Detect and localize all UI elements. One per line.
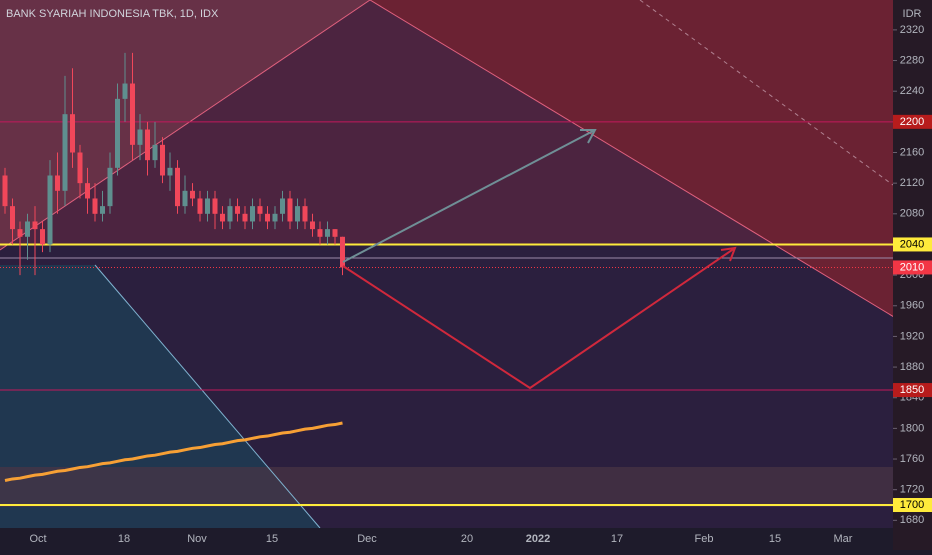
candle-body <box>130 83 135 145</box>
candle-body <box>235 206 240 214</box>
x-tick-label: Oct <box>29 533 46 545</box>
trend-line <box>94 264 321 529</box>
level-label-bg <box>893 237 932 252</box>
level-label: 2040 <box>900 238 924 250</box>
y-tick-label: 2160 <box>900 146 924 158</box>
y-tick-label: 1760 <box>900 453 924 465</box>
x-tick-label: 15 <box>769 533 781 545</box>
candle-body <box>77 152 83 184</box>
level-label-bg <box>893 383 932 398</box>
candle-body <box>242 213 248 222</box>
y-tick-label: 2320 <box>900 24 924 36</box>
candle-body <box>160 144 165 176</box>
projection-arrow <box>342 129 596 263</box>
candle-body <box>332 229 338 237</box>
candle-body <box>182 190 188 207</box>
level-label-bg <box>893 498 932 513</box>
candle-body <box>25 221 30 237</box>
candle-body <box>205 198 210 214</box>
x-tick-label: Dec <box>357 533 377 545</box>
candle-body <box>55 175 60 191</box>
candle-body <box>17 229 23 237</box>
candle-body <box>265 213 270 222</box>
candle-body <box>47 175 53 245</box>
candle-body <box>250 206 255 222</box>
left-zone <box>0 265 320 528</box>
time-axis <box>0 528 893 550</box>
x-tick-label: 18 <box>118 533 130 545</box>
candle-body <box>145 129 150 161</box>
chart-title: BANK SYARIAH INDONESIA TBK, 1D, IDX <box>6 8 219 20</box>
candle-body <box>257 206 263 214</box>
candle-body <box>175 167 180 207</box>
x-tick-label: Mar <box>834 533 853 545</box>
support-band <box>0 467 893 507</box>
candle-body <box>115 98 120 168</box>
candle-body <box>317 229 323 237</box>
projection-path <box>342 247 736 390</box>
x-tick-label: 15 <box>266 533 278 545</box>
x-tick-label: Nov <box>187 533 207 545</box>
level-label-bg <box>893 114 932 129</box>
y-tick-label: 1880 <box>900 361 924 373</box>
y-tick-label: 1920 <box>900 330 924 342</box>
x-tick-label: 20 <box>461 533 473 545</box>
candle-body <box>100 206 105 214</box>
candle-body <box>10 206 15 230</box>
y-tick-label: 1720 <box>900 484 924 496</box>
candle-body <box>212 198 218 214</box>
x-tick-label: Feb <box>695 533 714 545</box>
candle-body <box>92 198 98 214</box>
moving-average <box>4 421 343 482</box>
candle-body <box>62 114 68 191</box>
y-tick-label: 1960 <box>900 300 924 312</box>
candle-body <box>220 213 225 222</box>
axis-layer: 1680172017601800184018801920196020002040… <box>29 24 932 545</box>
candle-body <box>197 198 203 214</box>
candle-body <box>302 206 308 222</box>
y-tick-label: 2080 <box>900 208 924 220</box>
candle-body <box>137 129 143 145</box>
x-tick-label: 2022 <box>526 533 550 545</box>
candle-body <box>272 213 278 222</box>
level-label-bg <box>893 260 932 275</box>
y-tick-label: 2120 <box>900 177 924 189</box>
candle-body <box>70 114 75 153</box>
level-label: 1850 <box>900 384 924 396</box>
candle-body <box>227 206 233 222</box>
trend-line <box>369 0 932 341</box>
candle-body <box>280 198 285 214</box>
arrow-head <box>580 129 597 144</box>
level-label: 1700 <box>900 499 924 511</box>
candle-body <box>152 144 158 161</box>
arrow-head <box>720 246 737 262</box>
candle-body <box>325 229 330 237</box>
x-tick-label: 17 <box>611 533 623 545</box>
candle-body <box>85 183 90 199</box>
level-label: 2200 <box>900 116 924 128</box>
y-tick-label: 1680 <box>900 514 924 526</box>
plot <box>0 52 893 507</box>
candle-body <box>2 175 8 207</box>
candle-body <box>295 206 300 222</box>
trend-line <box>0 0 371 251</box>
y-tick-label: 2280 <box>900 54 924 66</box>
candle-body <box>167 167 173 176</box>
candle-body <box>40 229 45 245</box>
candle-body <box>190 190 195 199</box>
candle-body <box>287 198 293 222</box>
candle-body <box>32 221 38 230</box>
currency-label: IDR <box>903 8 922 20</box>
candle-body <box>340 236 345 268</box>
y-tick-label: 1800 <box>900 422 924 434</box>
level-label: 2010 <box>900 261 924 273</box>
y-tick-label: 2240 <box>900 85 924 97</box>
candle-body <box>122 83 128 99</box>
candle-body <box>310 221 315 230</box>
price-axis <box>893 0 932 550</box>
candle-body <box>107 167 113 207</box>
